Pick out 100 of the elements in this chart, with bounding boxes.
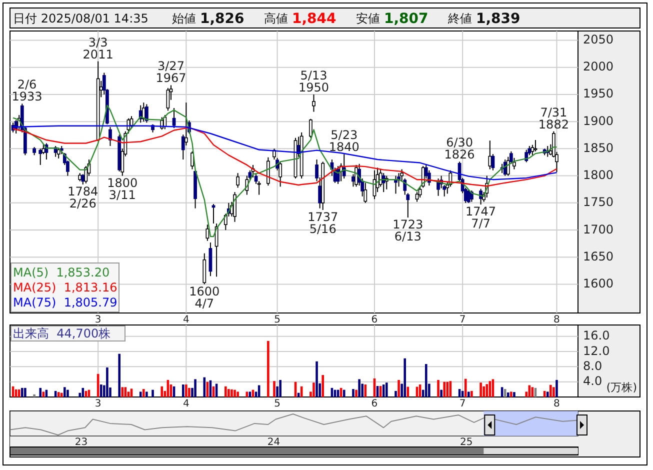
text: 1,839: [476, 10, 520, 27]
y-tick-label: 1700: [583, 222, 614, 236]
y-tick-label: 16.0: [583, 328, 610, 343]
candlestick: [466, 188, 470, 204]
bar: [482, 386, 485, 397]
y-tick-label: 12.0: [583, 344, 610, 358]
bar: [468, 392, 470, 397]
bar: [552, 387, 555, 397]
x-tick-label: 6: [371, 314, 378, 326]
text: MA(25) 1,813.16: [13, 280, 118, 294]
x-tick-label: 5: [274, 314, 280, 326]
x-tick-label: 8: [554, 314, 560, 326]
x-tick-label: 3: [94, 314, 102, 326]
bar: [342, 390, 346, 397]
text: 1,807: [384, 10, 428, 27]
bar: [424, 364, 428, 397]
bar: [464, 378, 467, 397]
bar: [352, 389, 354, 397]
bar: [246, 392, 248, 397]
bar: [248, 392, 252, 397]
text: 高値: [264, 11, 288, 26]
candlestick: [309, 118, 312, 138]
annotation: 5/13 1950: [298, 68, 330, 94]
annotation: 1600 4/7: [189, 284, 220, 310]
text: 1,826: [200, 10, 244, 27]
x-tick-label: 3: [94, 398, 102, 410]
bar: [394, 390, 397, 397]
text: 始値: [172, 11, 196, 26]
bar: [486, 384, 488, 397]
bar: [194, 379, 196, 397]
x-tick-label: 23: [74, 437, 88, 448]
x-tick-label: 7: [459, 314, 466, 326]
bar: [224, 386, 227, 397]
annotation: 1737 5/16: [308, 210, 338, 236]
bar: [267, 340, 270, 397]
bar: [355, 390, 358, 397]
candlestick: [530, 144, 534, 156]
y-tick-label: 1650: [583, 249, 614, 264]
candlestick: [166, 87, 170, 112]
bar: [513, 392, 516, 397]
y-axis-title: (万株): [606, 381, 637, 394]
text: 終値: [447, 11, 472, 26]
y-tick-label: 4.0: [583, 374, 602, 388]
annotation: 1747 7/7: [466, 204, 496, 231]
bar: [146, 392, 148, 397]
x-tick-label: 24: [267, 437, 280, 448]
bar: [66, 390, 69, 397]
y-tick-label: 1750: [583, 195, 614, 210]
text: 日付 2025/08/01 14:35: [13, 11, 148, 26]
text: 1,844: [292, 10, 337, 27]
candlestick: [184, 102, 188, 146]
x-tick-label: 5: [274, 398, 280, 410]
annotation: 1800 3/11: [107, 176, 138, 202]
x-tick-label: 4: [182, 398, 190, 410]
x-tick-label: 4: [182, 314, 190, 326]
y-tick-label: 1600: [583, 276, 614, 291]
bar: [64, 387, 66, 397]
y-tick-label: 1800: [583, 168, 614, 182]
bar: [42, 392, 45, 397]
bar: [121, 387, 124, 397]
bar: [546, 392, 549, 397]
y-tick-label: 1900: [583, 114, 614, 128]
bar: [279, 380, 282, 397]
candlestick: [364, 182, 368, 204]
candlestick: [38, 148, 42, 166]
y-tick-label: 8.0: [583, 358, 602, 373]
bar: [398, 380, 400, 397]
candlestick: [202, 252, 206, 285]
bar: [437, 380, 440, 397]
bar: [39, 388, 42, 397]
annotation: 7/31 1882: [538, 105, 569, 132]
annotation: 出来高 44,700株: [13, 326, 111, 340]
bar: [316, 361, 318, 397]
candlestick: [190, 150, 194, 170]
annotation: 3/27 1967: [156, 59, 186, 86]
bar: [556, 380, 558, 397]
candlestick: [278, 162, 282, 188]
bar: [236, 392, 239, 397]
bar: [404, 358, 406, 397]
bar: [234, 390, 236, 397]
bar: [364, 384, 367, 397]
candlestick: [266, 156, 270, 186]
candlestick: [488, 140, 492, 170]
bar: [230, 389, 233, 397]
candlestick: [172, 108, 176, 129]
bar: [152, 390, 154, 397]
bar: [60, 392, 63, 397]
bar: [160, 386, 164, 397]
text: MA(75) 1,805.79: [13, 295, 118, 310]
bar: [470, 390, 473, 397]
bar: [185, 384, 188, 397]
y-tick-label: 1950: [583, 86, 614, 101]
bar: [550, 384, 552, 397]
bar: [312, 382, 315, 397]
bar: [273, 381, 276, 397]
candlestick: [233, 192, 236, 222]
bar: [182, 384, 184, 397]
bar: [21, 388, 24, 397]
bar: [510, 392, 512, 397]
bar: [322, 375, 324, 397]
